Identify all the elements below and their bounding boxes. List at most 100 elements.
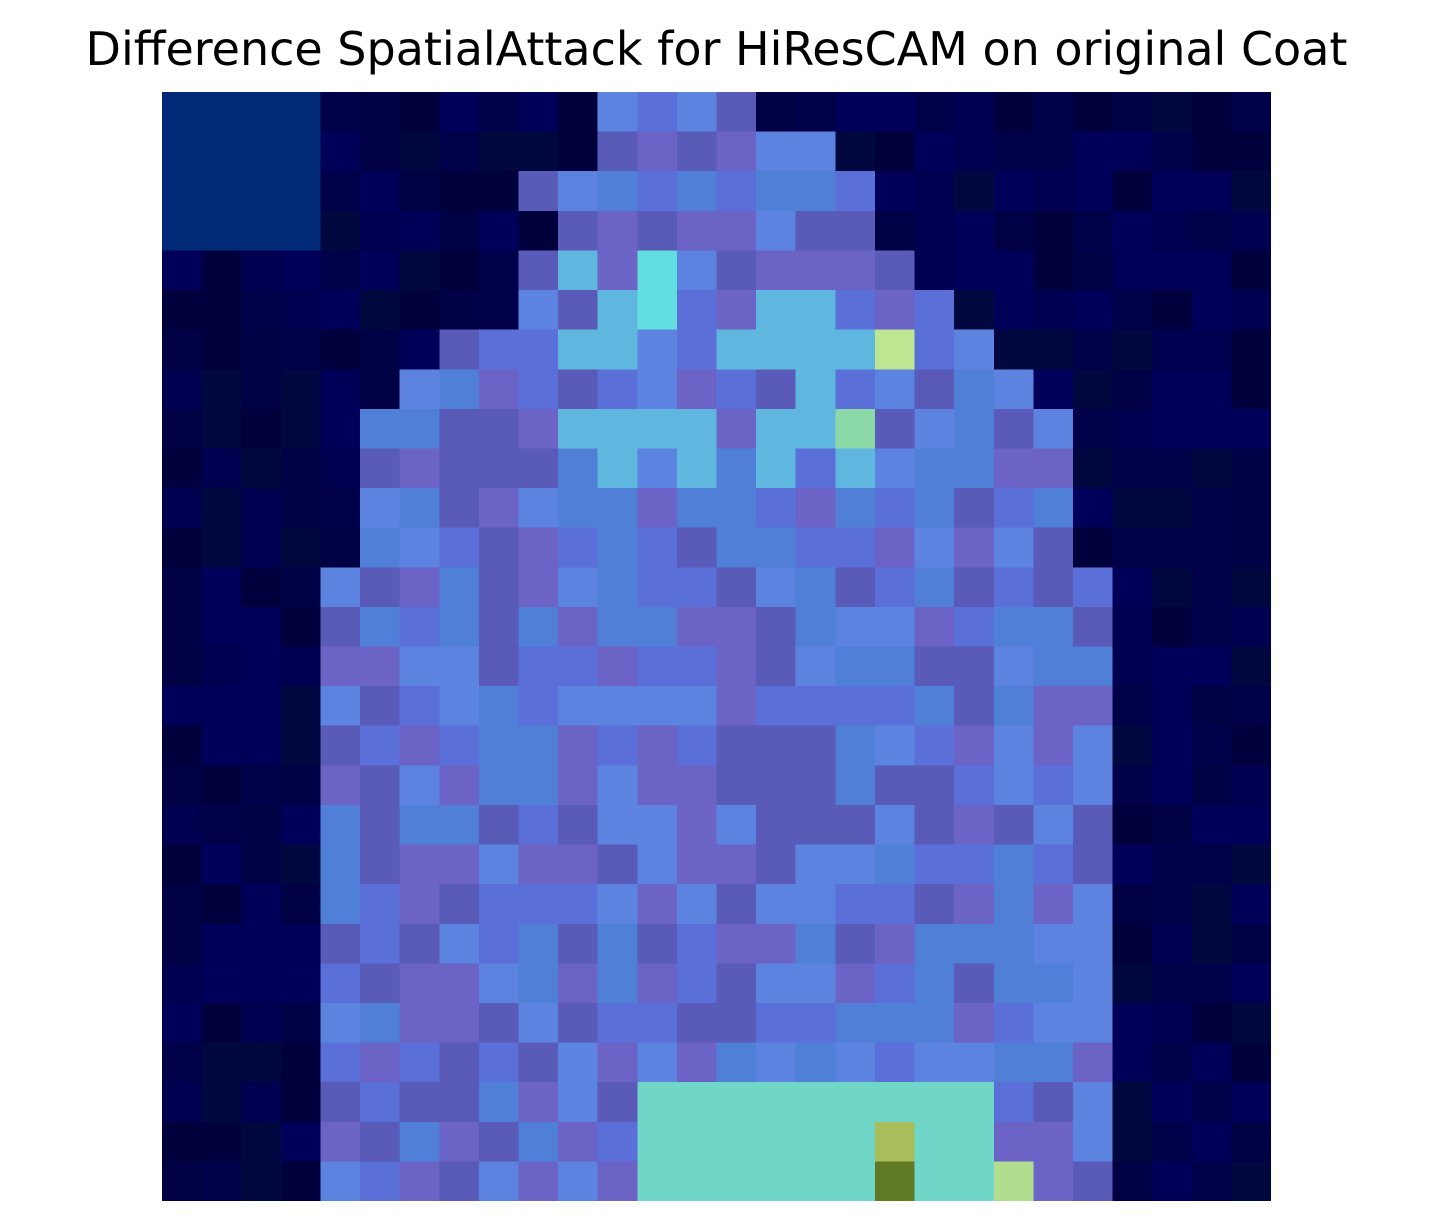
heatmap-cell — [478, 686, 520, 727]
heatmap-cell — [439, 923, 480, 965]
heatmap-cell — [1072, 92, 1114, 133]
heatmap-cell — [399, 844, 441, 885]
heatmap-cell — [716, 1082, 757, 1123]
heatmap-cell — [201, 131, 243, 173]
heatmap-cell — [1072, 646, 1114, 687]
heatmap-cell — [558, 606, 599, 648]
heatmap-cell — [993, 171, 1035, 212]
heatmap-cell — [1191, 1121, 1233, 1163]
heatmap-cell — [993, 804, 1035, 846]
heatmap-cell — [993, 1002, 1035, 1044]
heatmap-cell — [993, 923, 1035, 965]
heatmap-cell — [558, 884, 599, 925]
heatmap-cell — [835, 804, 876, 846]
heatmap-cell — [1112, 1002, 1153, 1044]
heatmap-cell — [320, 725, 361, 767]
heatmap-cell — [439, 1042, 480, 1083]
heatmap-cell — [1033, 290, 1074, 331]
heatmap-cell — [716, 290, 757, 331]
heatmap-cell — [874, 686, 916, 727]
heatmap-cell — [399, 369, 441, 410]
heatmap-cell — [676, 131, 718, 173]
heatmap-cell — [320, 1161, 361, 1201]
heatmap-cell — [874, 923, 916, 965]
heatmap-cell — [201, 884, 243, 925]
heatmap-cell — [241, 1042, 282, 1083]
heatmap-cell — [1072, 329, 1114, 371]
heatmap-cell — [1152, 963, 1193, 1004]
heatmap-cell — [1072, 606, 1114, 648]
heatmap-cell — [1112, 329, 1153, 371]
heatmap-cell — [201, 210, 243, 252]
heatmap-cell — [1033, 131, 1074, 173]
heatmap-cell — [993, 844, 1035, 885]
heatmap-cell — [1152, 408, 1193, 450]
heatmap-cell — [1033, 884, 1074, 925]
heatmap-cell — [874, 131, 916, 173]
heatmap-cell — [1231, 1002, 1271, 1044]
heatmap-cell — [993, 1121, 1035, 1163]
heatmap-cell — [201, 844, 243, 885]
heatmap-cell — [716, 171, 757, 212]
heatmap-cell — [201, 1002, 243, 1044]
heatmap-cell — [954, 567, 995, 608]
heatmap-cell — [597, 250, 639, 291]
heatmap-cell — [1152, 765, 1193, 806]
heatmap-cell — [597, 963, 639, 1004]
heatmap-cell — [518, 1082, 559, 1123]
heatmap-cell — [1231, 290, 1271, 331]
heatmap-cell — [558, 210, 599, 252]
heatmap-cell — [320, 448, 361, 489]
heatmap-cell — [954, 527, 995, 569]
heatmap-cell — [478, 1002, 520, 1044]
heatmap-cell — [320, 210, 361, 252]
heatmap-cell — [162, 923, 203, 965]
heatmap-cell — [558, 171, 599, 212]
heatmap-cell — [835, 369, 876, 410]
heatmap-cell — [676, 765, 718, 806]
heatmap-cell — [399, 765, 441, 806]
heatmap-cell — [676, 488, 718, 529]
heatmap-cell — [1231, 646, 1271, 687]
heatmap-cell — [518, 844, 559, 885]
heatmap-cell — [1033, 963, 1074, 1004]
heatmap-cell — [1231, 884, 1271, 925]
heatmap-cell — [716, 963, 757, 1004]
heatmap-cell — [835, 686, 876, 727]
heatmap-cell — [558, 131, 599, 173]
heatmap-cell — [558, 1161, 599, 1201]
heatmap-cell — [518, 210, 559, 252]
heatmap-cell — [795, 448, 837, 489]
heatmap-cell — [1231, 1042, 1271, 1083]
heatmap-cell — [835, 1161, 876, 1201]
heatmap-cell — [280, 1042, 322, 1083]
heatmap-cell — [597, 92, 639, 133]
heatmap-cell — [360, 963, 401, 1004]
heatmap-cell — [954, 725, 995, 767]
heatmap-cell — [756, 290, 797, 331]
heatmap-cell — [558, 250, 599, 291]
heatmap-cell — [597, 1161, 639, 1201]
heatmap-cell — [320, 1002, 361, 1044]
heatmap-cell — [993, 527, 1035, 569]
heatmap-cell — [1072, 963, 1114, 1004]
heatmap-cell — [1033, 92, 1074, 133]
heatmap-cell — [518, 765, 559, 806]
heatmap-cell — [439, 646, 480, 687]
heatmap-cell — [280, 1082, 322, 1123]
heatmap-cell — [1231, 448, 1271, 489]
heatmap-cell — [914, 488, 955, 529]
heatmap-cell — [914, 884, 955, 925]
heatmap-cell — [914, 646, 955, 687]
heatmap-cell — [162, 527, 203, 569]
heatmap-cell — [518, 369, 559, 410]
heatmap-cell — [320, 488, 361, 529]
heatmap-cell — [1191, 686, 1233, 727]
heatmap-cell — [399, 1002, 441, 1044]
heatmap-cell — [518, 448, 559, 489]
heatmap-cell — [795, 804, 837, 846]
heatmap-cell — [1191, 884, 1233, 925]
heatmap-cell — [676, 606, 718, 648]
heatmap-cell — [993, 765, 1035, 806]
heatmap-cell — [914, 171, 955, 212]
